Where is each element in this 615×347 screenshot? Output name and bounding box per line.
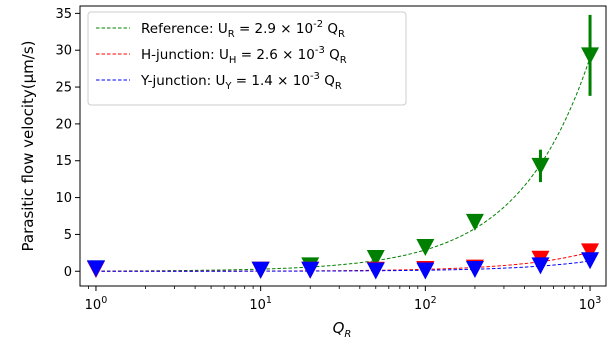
y-junction-legend-label: Y-junction: UY​ = 1.4 × 10-3​ QR​ <box>140 71 342 92</box>
h-junction-fit-line <box>95 251 591 272</box>
y-junction-marker <box>581 252 600 270</box>
y-tick-label: 5 <box>64 228 72 243</box>
y-junction-fit-line <box>95 260 591 272</box>
reference-legend-label: Reference: UR​ = 2.9 × 10-2​ QR​ <box>141 19 345 40</box>
x-tick-label: 103 <box>579 295 602 313</box>
y-junction-marker <box>366 262 385 280</box>
legend: Reference: UR​ = 2.9 × 10-2​ QR​ H-juncti… <box>87 11 407 106</box>
y-junction-marker <box>86 260 105 278</box>
reference-fit-line <box>95 57 591 272</box>
y-tick-label: 30 <box>55 44 72 59</box>
y-axis-ticks: 0 5 10 15 20 25 30 35 <box>55 7 80 280</box>
y-junction-marker <box>301 261 320 279</box>
y-junction-marker <box>465 261 484 279</box>
y-tick-label: 35 <box>55 7 72 22</box>
reference-marker <box>465 213 484 231</box>
x-axis-label: QR <box>333 319 352 340</box>
fit-lines <box>95 57 591 272</box>
legend-box <box>87 11 407 106</box>
y-junction-marker <box>416 262 435 280</box>
plot-frame <box>79 5 607 287</box>
y-junction-marker <box>251 261 270 279</box>
y-tick-label: 15 <box>55 154 72 169</box>
y-tick-label: 10 <box>55 191 72 206</box>
y-tick-label: 0 <box>64 265 72 280</box>
reference-marker <box>366 250 385 267</box>
y-junction-marker <box>531 257 550 275</box>
y-tick-label: 20 <box>55 117 72 132</box>
h-junction-legend-label: H-junction: UH​ = 2.6 × 10-3​ QR​ <box>141 45 347 66</box>
y-axis-label: Parasitic flow velocity(μm/s) <box>19 41 37 252</box>
x-tick-label: 101 <box>249 295 272 313</box>
x-axis-ticks: 100 101 102 103 <box>85 286 602 313</box>
h-junction-marker <box>581 243 600 261</box>
x-tick-label: 100 <box>85 295 108 313</box>
x-tick-label: 102 <box>414 295 437 313</box>
reference-marker <box>581 47 600 65</box>
data-markers <box>86 47 600 280</box>
reference-marker <box>416 238 435 256</box>
reference-marker <box>531 157 550 175</box>
y-tick-label: 25 <box>55 81 72 96</box>
